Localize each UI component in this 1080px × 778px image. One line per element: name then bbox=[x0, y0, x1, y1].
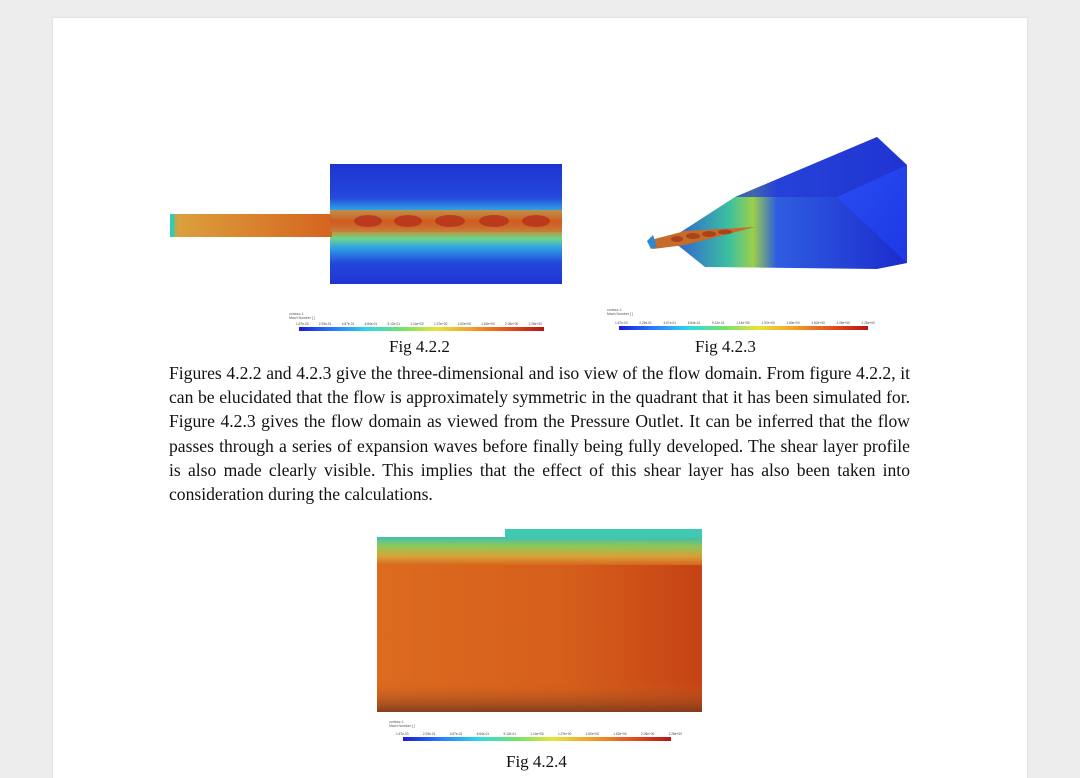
colorbar-tick: 2.05e+00 bbox=[640, 732, 655, 736]
colorbar-tick: 9.12e-01 bbox=[712, 321, 725, 325]
body-paragraph: Figures 4.2.2 and 4.2.3 give the three-d… bbox=[169, 363, 910, 505]
colorbar-tick: 1.14e+00 bbox=[410, 322, 424, 326]
colorbar-tick: 1.82e+00 bbox=[811, 321, 825, 325]
colorbar-tick: 2.29e-01 bbox=[422, 732, 436, 736]
colorbar-tick: 2.28e+00 bbox=[861, 321, 875, 325]
colorbar-tick: 1.37e+00 bbox=[761, 321, 775, 325]
colorbar-tick: 1.14e+00 bbox=[530, 732, 544, 736]
colorbar-ticks: 1.67e-03 2.29e-01 4.57e-01 6.84e-01 9.12… bbox=[296, 322, 542, 326]
colorbar-tick: 1.67e-03 bbox=[396, 732, 409, 736]
fig-4-2-2-contour-plot bbox=[170, 164, 562, 284]
fig-4-2-3-caption: Fig 4.2.3 bbox=[695, 337, 756, 356]
colorbar-title: contour-1 Mach Number [ ] bbox=[607, 308, 633, 316]
colorbar-tick: 1.82e+00 bbox=[613, 732, 627, 736]
colorbar-tick: 1.82e+00 bbox=[481, 322, 495, 326]
fig-4-2-4-caption: Fig 4.2.4 bbox=[506, 752, 567, 771]
colorbar-gradient bbox=[403, 737, 671, 741]
fig-4-2-4-contour-plot bbox=[377, 529, 702, 712]
colorbar-tick: 2.29e-01 bbox=[318, 322, 332, 326]
colorbar-ticks: 1.67e-03 2.29e-01 4.57e-01 6.84e-01 9.12… bbox=[396, 732, 682, 736]
colorbar-gradient bbox=[299, 327, 544, 331]
colorbar-tick: 1.60e+00 bbox=[585, 732, 599, 736]
colorbar-tick: 2.28e+00 bbox=[668, 732, 682, 736]
colorbar-tick: 1.37e+00 bbox=[433, 322, 448, 326]
colorbar-title-line1: contour-1 bbox=[289, 312, 304, 316]
colorbar-title-line2: Mach Number [ ] bbox=[289, 316, 315, 320]
colorbar-tick: 2.28e+00 bbox=[528, 322, 542, 326]
colorbar-title: contour-1 Mach Number [ ] bbox=[289, 312, 315, 320]
colorbar-title-line1: contour-1 bbox=[607, 308, 622, 312]
colorbar-tick: 4.57e-01 bbox=[663, 321, 677, 325]
colorbar-title-line1: contour-1 bbox=[389, 720, 404, 724]
fig-4-2-2-caption: Fig 4.2.2 bbox=[389, 337, 450, 356]
colorbar-tick: 6.84e-01 bbox=[687, 321, 701, 325]
colorbar-tick: 9.12e-01 bbox=[503, 732, 517, 736]
colorbar-tick: 4.57e-01 bbox=[449, 732, 463, 736]
colorbar-title-line2: Mach Number [ ] bbox=[389, 724, 415, 728]
colorbar-tick: 9.12e-01 bbox=[387, 322, 401, 326]
colorbar-tick: 1.60e+00 bbox=[786, 321, 800, 325]
colorbar-tick: 2.29e-01 bbox=[639, 321, 652, 325]
colorbar-title-line2: Mach Number [ ] bbox=[607, 312, 633, 316]
colorbar-gradient bbox=[619, 326, 868, 330]
colorbar-title: contour-1 Mach Number [ ] bbox=[389, 720, 415, 728]
colorbar-tick: 1.67e-03 bbox=[296, 322, 309, 326]
colorbar-tick: 2.05e+00 bbox=[836, 321, 850, 325]
colorbar-ticks: 1.67e-03 2.29e-01 4.57e-01 6.84e-01 9.12… bbox=[615, 321, 875, 325]
colorbar-tick: 4.57e-01 bbox=[341, 322, 355, 326]
colorbar-tick: 6.84e-01 bbox=[364, 322, 378, 326]
fig-4-2-3-iso-view-plot bbox=[647, 137, 907, 269]
colorbar-tick: 6.84e-01 bbox=[476, 732, 490, 736]
colorbar-tick: 1.37e+00 bbox=[557, 732, 572, 736]
colorbar-tick: 2.05e+00 bbox=[504, 322, 519, 326]
colorbar-tick: 1.14e+00 bbox=[736, 321, 750, 325]
colorbar-tick: 1.60e+00 bbox=[457, 322, 471, 326]
colorbar-tick: 1.67e-03 bbox=[615, 321, 628, 325]
